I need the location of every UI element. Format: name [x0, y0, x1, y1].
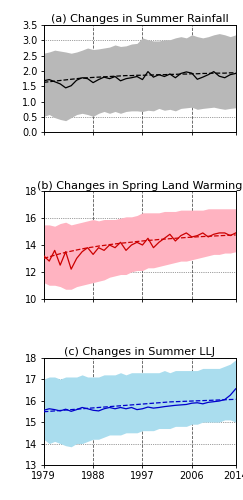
Title: (a) Changes in Summer Rainfall: (a) Changes in Summer Rainfall [51, 14, 229, 24]
Title: (c) Changes in Summer LLJ: (c) Changes in Summer LLJ [64, 347, 215, 357]
Title: (b) Changes in Spring Land Warming: (b) Changes in Spring Land Warming [37, 180, 243, 190]
